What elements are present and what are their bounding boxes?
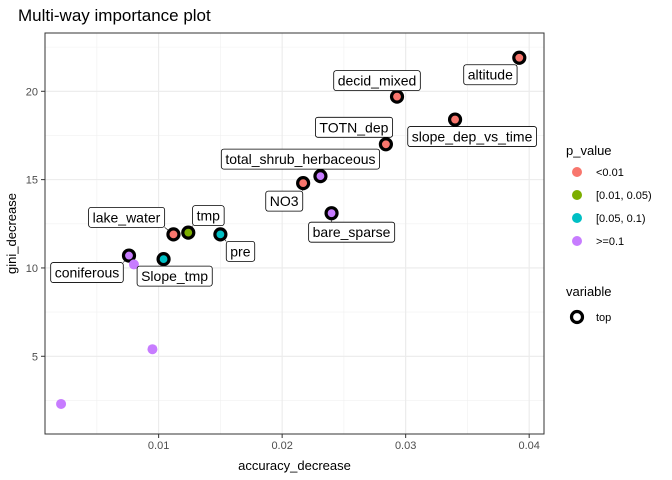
data-point [121,248,137,263]
point-label-box [308,221,396,243]
point-label: lake_water [88,206,166,228]
point-label-box [225,240,256,262]
legend-color-key [572,236,582,246]
point-label-text: pre [230,243,250,259]
point-label: bare_sparse [308,221,396,243]
data-points [56,50,527,409]
data-point [296,176,311,191]
point-label: tmp [192,205,225,227]
legend-shape-title: variable [566,284,612,299]
legend: p_value <0.01 [0.01, 0.05) [0.05, 0.1) >=0.… [566,143,652,325]
legend-color-label: [0.01, 0.05) [596,190,652,202]
point-label-text: total_shrub_herbaceous [225,151,375,167]
point-label-text: altitude [468,67,513,83]
data-point [181,225,196,240]
point-label-text: bare_sparse [313,224,391,240]
data-point [213,227,228,242]
data-point [389,89,405,104]
x-tick-label: 0.04 [518,440,539,452]
point-label-text: NO3 [270,193,299,209]
legend-color-label: [0.05, 0.1) [596,213,646,225]
data-point [512,50,527,65]
legend-color-label: >=0.1 [596,236,624,248]
data-point [324,206,339,221]
data-point [128,259,139,270]
point-label-box [463,64,518,86]
legend-shape-key [569,309,585,325]
data-point [378,137,394,152]
point-label: pre [225,240,256,262]
point-label-text: coniferous [55,265,120,281]
point-label-text: TOTN_dep [319,119,388,135]
point-label-box [333,70,421,91]
point-label-box [136,265,213,287]
legend-color-key [572,190,582,200]
data-point [156,252,171,267]
point-label-box [192,205,225,227]
legend-shape-items: top [569,309,611,325]
point-label: altitude [463,64,518,86]
x-tick-label: 0.03 [395,440,416,452]
x-axis-title: accuracy_decrease [238,458,351,473]
point-label: Slope_tmp [136,265,213,287]
y-tick-label: 15 [26,175,38,187]
y-tick-label: 10 [26,263,38,275]
point-label: decid_mixed [333,70,421,91]
grid [45,33,544,434]
y-tick-label: 20 [26,86,38,98]
y-tick-label: 5 [32,351,38,363]
data-point [447,112,463,127]
point-label-box [265,190,304,212]
data-point [313,168,328,184]
point-label-text: decid_mixed [338,73,417,89]
legend-color-title: p_value [566,143,612,158]
point-label-box [50,262,124,283]
point-label-box [407,126,537,147]
point-label-text: slope_dep_vs_time [412,129,533,145]
panel-border [44,32,545,435]
point-label: slope_dep_vs_time [407,126,537,147]
point-label-box [315,116,394,138]
y-axis-ticks: 5 10 15 20 [26,86,45,363]
legend-color-key [572,167,582,177]
point-label-text: tmp [197,208,221,224]
legend-shape-label: top [596,312,611,324]
point-label-box [220,148,380,170]
point-label-box [88,206,166,228]
legend-color-items: <0.01 [0.01, 0.05) [0.05, 0.1) >=0.1 [572,167,652,248]
x-tick-label: 0.02 [271,440,292,452]
point-label: NO3 [265,190,304,212]
point-label: TOTN_dep [315,116,394,138]
point-label-text: lake_water [93,209,161,225]
point-label: total_shrub_herbaceous [220,148,380,170]
data-point [166,227,181,242]
point-label-text: Slope_tmp [141,268,208,284]
point-labels: altitude decid_mixed slope_dep_vs_time TOTN… [50,64,537,287]
x-tick-label: 0.01 [148,440,169,452]
x-axis-ticks: 0.01 0.02 0.03 0.04 [148,434,540,452]
point-label: coniferous [50,262,124,283]
legend-color-label: <0.01 [596,167,624,179]
legend-color-key [572,213,582,223]
chart-title: Multi-way importance plot [18,6,211,25]
y-axis-title: gini_decrease [4,193,19,274]
data-point [56,398,67,409]
data-point [147,344,158,355]
